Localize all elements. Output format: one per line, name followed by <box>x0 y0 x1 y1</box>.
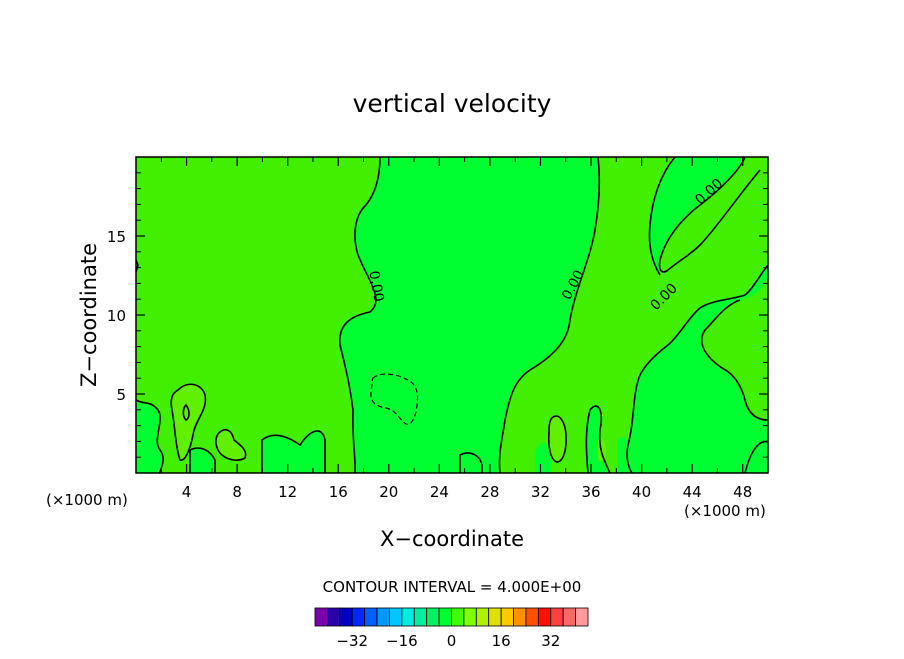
colorbar-swatch <box>575 607 589 627</box>
colorbar-swatch <box>513 607 527 627</box>
colorbar-swatch <box>550 607 564 627</box>
region-negative-bottom-strip <box>190 406 768 473</box>
y-axis-title: Z−coordinate <box>77 243 101 387</box>
contour-line-2 <box>498 156 601 474</box>
x-tick-label: 28 <box>480 483 499 501</box>
chart-title: vertical velocity <box>353 89 552 118</box>
contour-line-11 <box>261 430 326 473</box>
region-negative-right <box>627 157 768 473</box>
colorbar-swatch <box>327 607 341 627</box>
region-positive-2 <box>215 429 246 461</box>
colorbar <box>314 607 589 627</box>
region-negative-middle <box>339 157 600 473</box>
y-axis-ticks: 5 10 15 <box>107 172 768 458</box>
colorbar-swatch <box>438 607 452 627</box>
x-tick-label: 20 <box>379 483 398 501</box>
x-tick-label: 44 <box>683 483 702 501</box>
contour-line-5 <box>648 156 676 276</box>
colorbar-swatch <box>426 607 440 627</box>
contour-line-1 <box>339 156 381 474</box>
region-more-negative <box>370 373 419 426</box>
colorbar-swatch <box>401 607 415 627</box>
x-unit-right: (×1000 m) <box>684 502 766 520</box>
contour-line-7 <box>135 399 164 474</box>
contour-interval-text: CONTOUR INTERVAL = 4.000E+00 <box>323 578 582 596</box>
x-tick-label: 32 <box>531 483 550 501</box>
x-tick-label: 36 <box>581 483 600 501</box>
colorbar-labels: −32 −16 0 16 32 <box>336 632 560 650</box>
colorbar-swatch <box>364 607 378 627</box>
contour-line-4 <box>626 264 769 474</box>
y-tick-label: 15 <box>107 228 126 246</box>
contour-lines <box>135 156 769 474</box>
colorbar-swatch <box>339 607 353 627</box>
colorbar-swatch <box>314 607 328 627</box>
x-tick-label: 40 <box>632 483 651 501</box>
colorbar-tick-label: 0 <box>447 632 457 650</box>
x-tick-label: 24 <box>430 483 449 501</box>
contour-line-8 <box>170 383 207 461</box>
colorbar-swatch <box>351 607 366 627</box>
x-axis-title: X−coordinate <box>380 527 524 551</box>
contour-label-1: 0.00 <box>365 270 386 303</box>
contour-line-14 <box>189 447 216 473</box>
x-tick-label: 16 <box>329 483 348 501</box>
x-tick-label: 12 <box>278 483 297 501</box>
contour-line-10 <box>547 415 567 463</box>
y-tick-label: 10 <box>107 307 126 325</box>
contour-line-3 <box>658 156 761 273</box>
region-positive-3 <box>548 415 567 462</box>
contour-line-16 <box>182 403 190 421</box>
colorbar-swatch <box>500 607 514 627</box>
plot-area: 0.00 0.00 0.00 0.00 <box>135 156 769 474</box>
colorbar-swatch <box>537 607 552 627</box>
contour-line-9 <box>215 428 247 461</box>
colorbar-tick-label: −32 <box>336 632 368 650</box>
colorbar-swatch <box>525 607 539 627</box>
y-tick-label: 5 <box>116 386 126 404</box>
contour-line-12 <box>585 405 611 474</box>
region-negative-bottom-left <box>136 400 164 473</box>
colorbar-swatch <box>451 607 465 627</box>
contour-line-6 <box>700 299 769 421</box>
colorbar-swatch <box>376 607 390 627</box>
region-positive-1 <box>171 384 206 461</box>
colorbar-swatch <box>488 607 502 627</box>
colorbar-tick-label: 32 <box>541 632 560 650</box>
contour-line-15 <box>459 452 483 473</box>
x-tick-label: 4 <box>182 483 192 501</box>
x-tick-label: 8 <box>232 483 242 501</box>
x-unit-left: (×1000 m) <box>46 491 128 509</box>
colorbar-swatch <box>413 607 428 627</box>
colorbar-swatch <box>475 607 490 627</box>
colorbar-swatch <box>562 607 576 627</box>
x-tick-label: 48 <box>733 483 752 501</box>
colorbar-tick-label: −16 <box>386 632 418 650</box>
colorbar-swatch <box>389 607 403 627</box>
colorbar-tick-label: 16 <box>492 632 511 650</box>
x-axis-ticks: 4 8 12 16 20 24 28 32 36 40 44 48 <box>160 157 752 501</box>
colorbar-swatch <box>463 607 477 627</box>
